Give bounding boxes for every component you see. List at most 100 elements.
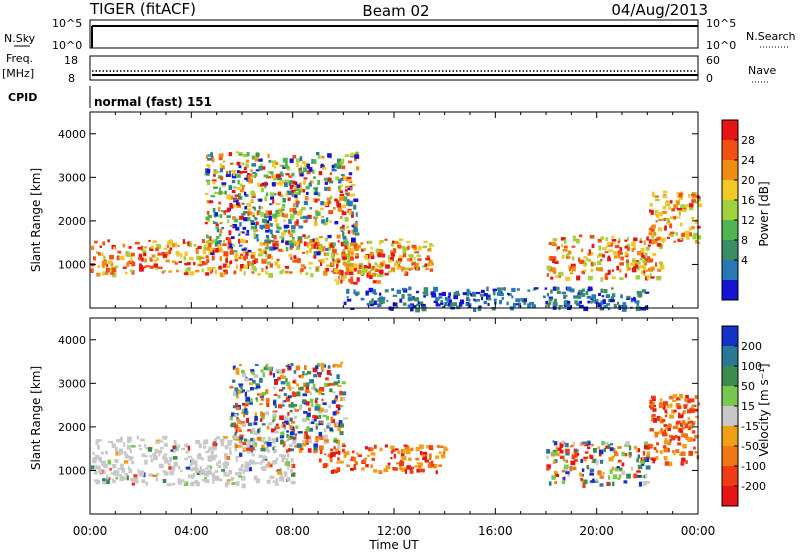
velocity-echo-cell (167, 462, 171, 466)
power-echo-cell (657, 268, 662, 272)
velocity-echo-cell (234, 367, 240, 370)
power-echo-cell (382, 296, 386, 301)
power-echo-cell (550, 289, 553, 294)
velocity-echo-cell (171, 482, 176, 486)
velocity-echo-cell (332, 411, 337, 416)
power-echo-cell (149, 265, 154, 269)
power-echo-cell (257, 158, 261, 162)
power-echo-cell (597, 254, 602, 257)
power-echo-cell (379, 296, 383, 301)
power-echo-cell (342, 261, 346, 266)
velocity-echo-cell (296, 391, 301, 397)
power-echo-cell (408, 254, 411, 258)
velocity-echo-cell (609, 447, 614, 452)
power-echo-cell (618, 237, 621, 243)
power-echo-cell (312, 169, 315, 174)
power-echo-cell (673, 240, 676, 243)
power-echo-cell (211, 239, 216, 244)
velocity-colorbar-tick-label: 50 (741, 380, 755, 393)
power-echo-cell (384, 272, 389, 276)
velocity-echo-cell (357, 454, 363, 457)
velocity-echo-cell (133, 477, 139, 482)
power-echo-cell (392, 294, 398, 297)
velocity-echo-cell (685, 436, 689, 441)
velocity-echo-cell (260, 418, 263, 422)
power-echo-cell (598, 293, 601, 296)
velocity-echo-cell (262, 436, 266, 441)
velocity-echo-cell (303, 431, 308, 434)
velocity-echo-cell (546, 455, 549, 460)
power-echo-cell (137, 247, 142, 250)
velocity-echo-cell (305, 442, 309, 445)
power-echo-cell (298, 225, 304, 229)
power-echo-cell (334, 221, 339, 225)
velocity-echo-cell (244, 377, 250, 382)
power-echo-cell (372, 272, 376, 277)
power-echo-cell (689, 232, 692, 237)
power-echo-cell (231, 179, 236, 184)
power-echo-cell (258, 248, 262, 252)
velocity-echo-cell (609, 469, 613, 474)
power-echo-cell (353, 281, 358, 285)
power-echo-cell (258, 198, 263, 202)
power-echo-cell (288, 253, 292, 257)
power-echo-cell (578, 304, 584, 308)
velocity-echo-cell (250, 449, 254, 453)
velocity-echo-cell (92, 458, 97, 464)
power-echo-cell (268, 216, 272, 221)
velocity-echo-cell (201, 478, 207, 482)
velocity-echo-cell (697, 402, 701, 406)
velocity-echo-cell (279, 374, 285, 379)
power-echo-cell (326, 217, 329, 222)
power-echo-cell (196, 255, 202, 261)
velocity-echo-cell (212, 475, 216, 480)
velocity-echo-cell (404, 469, 407, 474)
power-echo-cell (344, 272, 348, 276)
velocity-echo-cell (314, 388, 317, 391)
power-echo-cell (600, 288, 603, 293)
power-echo-cell (336, 280, 340, 286)
velocity-echo-cell (238, 444, 241, 448)
power-echo-cell (346, 199, 350, 204)
velocity-echo-cell (659, 401, 663, 407)
power-echo-cell (610, 296, 614, 301)
velocity-echo-cell (286, 452, 290, 458)
power-echo-cell (385, 264, 390, 269)
power-echo-cell (458, 302, 463, 307)
velocity-echo-cell (335, 439, 340, 445)
power-echo-cell (370, 254, 375, 260)
velocity-echo-cell (226, 479, 231, 482)
velocity-echo-cell (245, 400, 250, 404)
power-echo-cell (394, 262, 399, 267)
velocity-echo-cell (201, 457, 204, 461)
velocity-echo-cell (262, 372, 266, 378)
power-echo-cell (578, 234, 583, 238)
power-echo-cell (655, 262, 658, 267)
velocity-echo-cell (562, 477, 566, 480)
velocity-echo-cell (173, 440, 177, 444)
velocity-echo-cell (638, 481, 643, 487)
power-echo-cell (206, 258, 210, 263)
velocity-echo-cell (314, 443, 318, 448)
power-echo-cell (301, 160, 306, 165)
velocity-echo-cell (234, 437, 240, 441)
power-echo-cell (294, 193, 298, 198)
power-colorbar-tick-label: 4 (741, 254, 748, 267)
power-echo-cell (355, 151, 359, 155)
nsearch-label: N.Search (746, 30, 796, 43)
velocity-echo-cell (310, 421, 315, 424)
power-echo-cell (239, 267, 243, 272)
velocity-echo-cell (197, 470, 202, 474)
velocity-echo-cell (208, 446, 214, 451)
power-echo-cell (261, 182, 266, 186)
velocity-echo-cell (409, 470, 414, 474)
velocity-echo-cell (672, 425, 678, 430)
velocity-echo-cell (656, 442, 659, 446)
velocity-echo-cell (584, 443, 589, 447)
cpid-text: normal (fast) 151 (94, 95, 212, 109)
power-echo-cell (303, 219, 308, 223)
power-echo-cell (319, 245, 323, 250)
power-echo-cell (418, 245, 422, 251)
velocity-echo-cell (242, 423, 246, 428)
power-echo-cell (313, 176, 316, 179)
